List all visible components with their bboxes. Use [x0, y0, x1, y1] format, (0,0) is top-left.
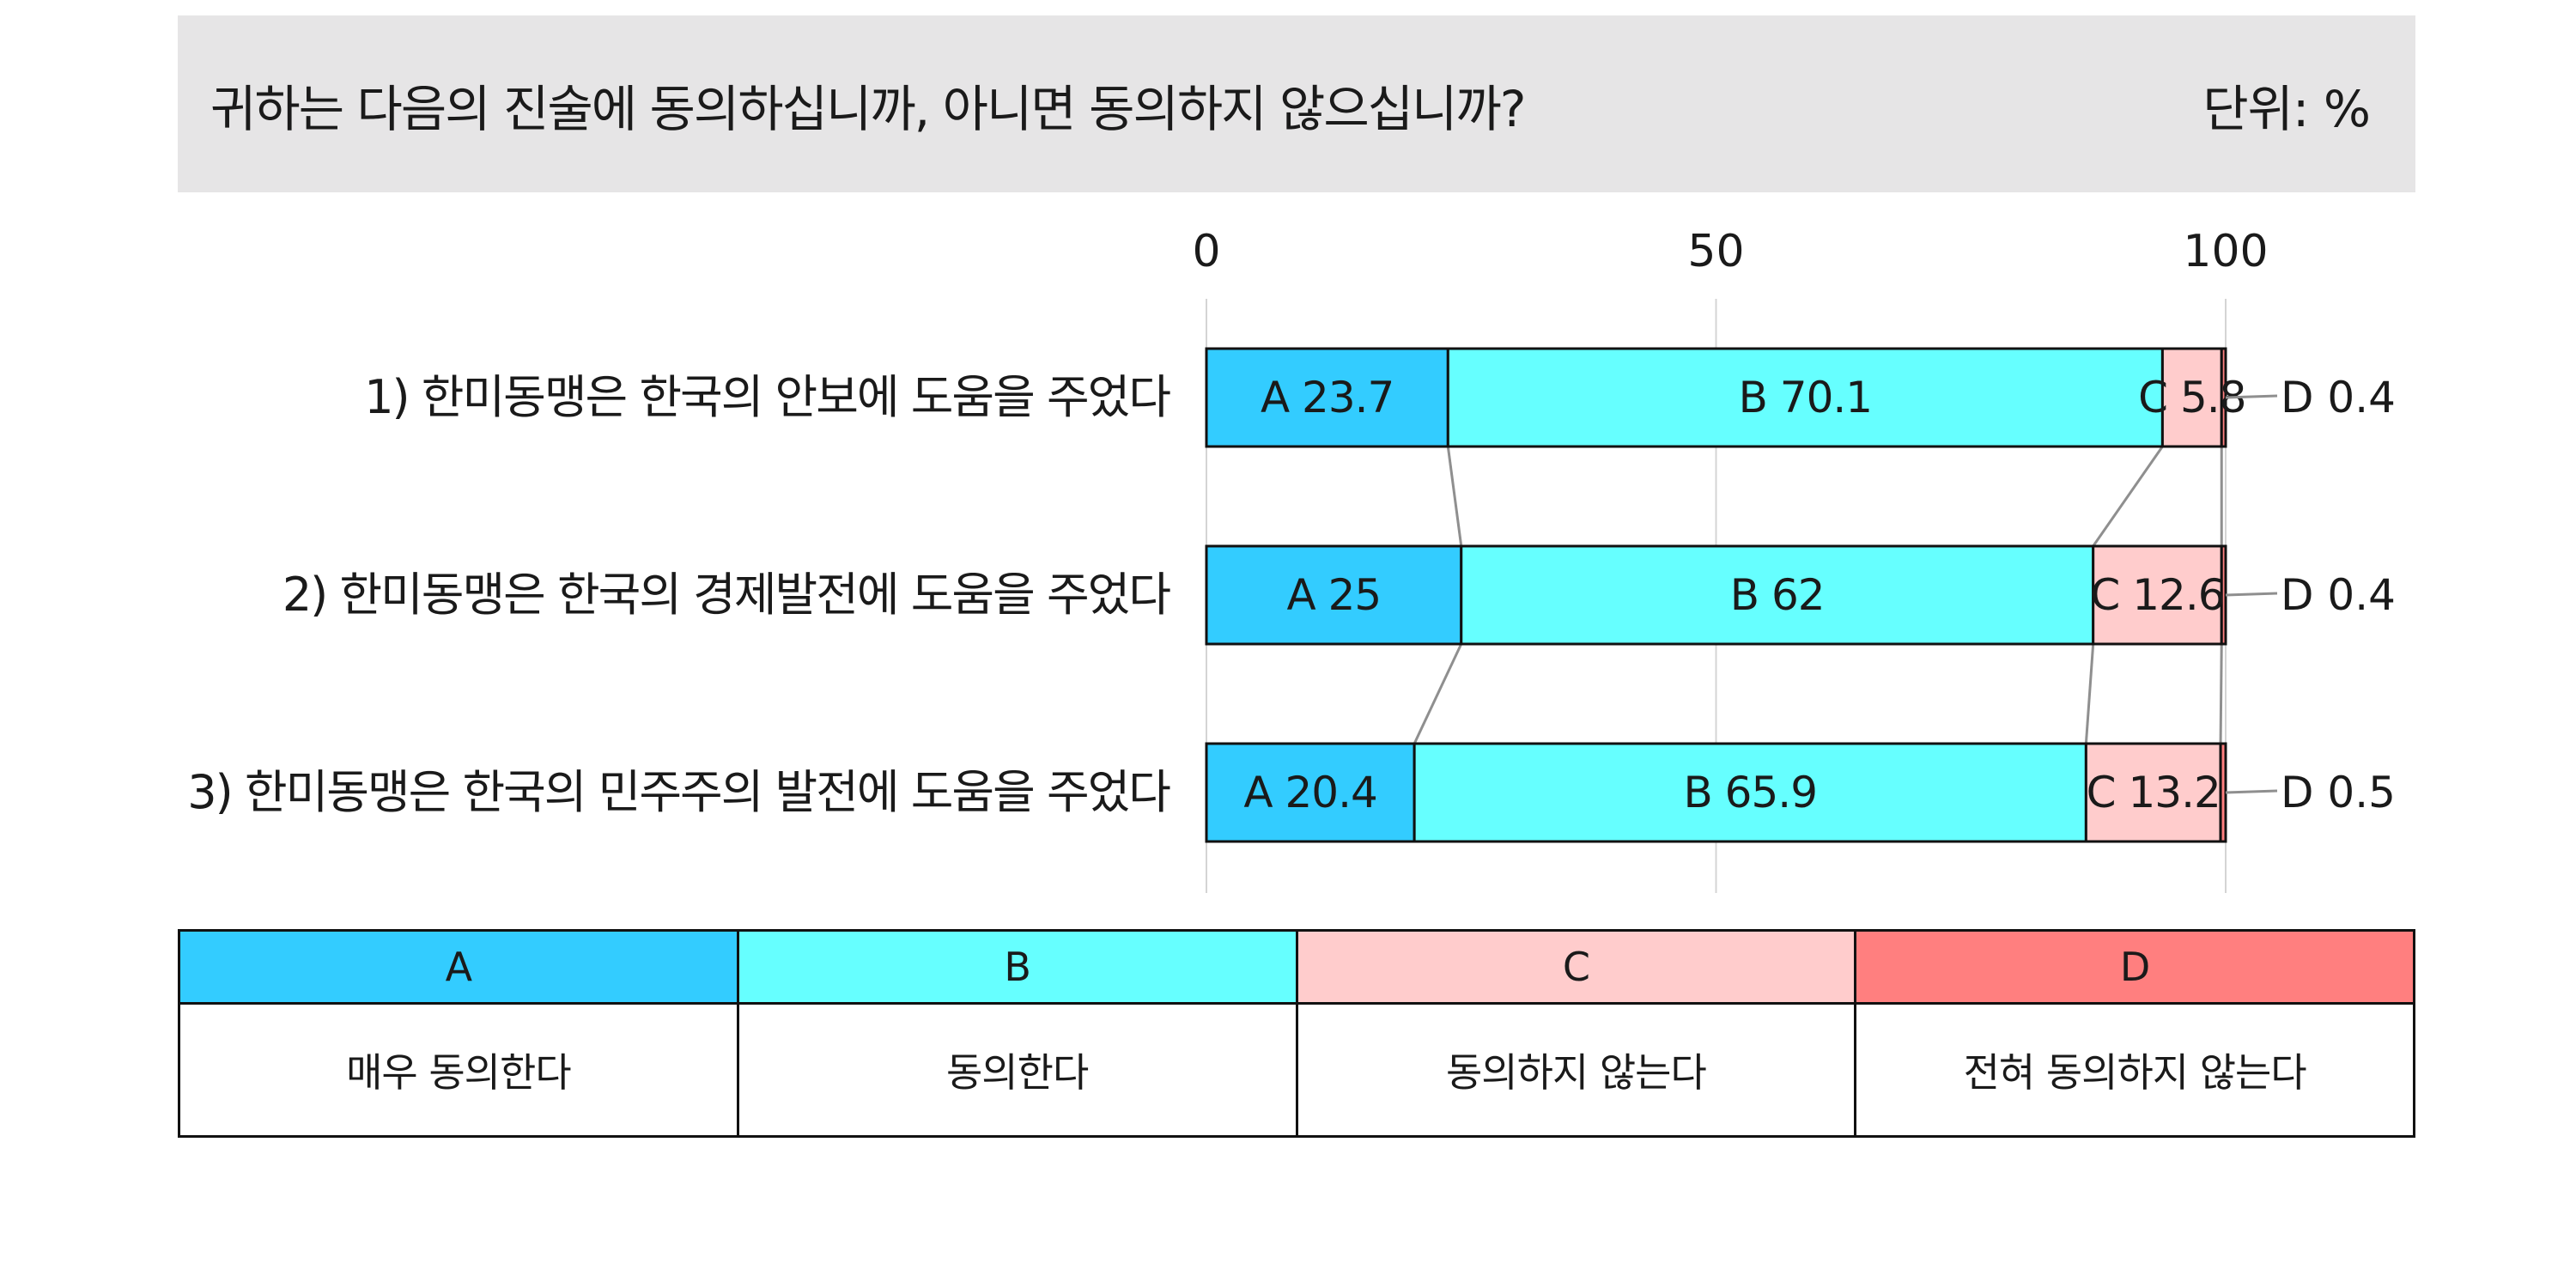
- data-label-b: B 65.9: [1683, 768, 1817, 817]
- bars: [1205, 347, 2227, 843]
- data-label-b: B 62: [1730, 570, 1825, 620]
- legend-label-c: 동의하지 않는다: [1295, 1002, 1857, 1138]
- data-label-d: D 0.4: [2281, 570, 2396, 620]
- connector-lines: [1413, 446, 2223, 744]
- connector-line: [2092, 446, 2164, 547]
- bar-segment-b: [1460, 544, 2095, 646]
- legend-label-row: 매우 동의한다 동의한다 동의하지 않는다 전혀 동의하지 않는다: [178, 1002, 2415, 1138]
- leader-line: [2225, 394, 2278, 399]
- data-label-a: A 23.7: [1261, 373, 1394, 422]
- data-label-a: A 25: [1287, 570, 1382, 620]
- category-label: 1) 한미동맹은 한국의 안보에 도움을 주었다: [364, 370, 1170, 424]
- data-label-c: C 13.2: [2087, 768, 2221, 817]
- legend-code-d: D: [1854, 929, 2415, 1005]
- leader-line: [2225, 592, 2278, 597]
- legend-label-b: 동의한다: [736, 1002, 1298, 1138]
- bar-segment-d: [2219, 742, 2227, 843]
- bar-segment-b: [1446, 347, 2164, 448]
- bar-segment-a: [1205, 544, 1463, 646]
- data-label-b: B 70.1: [1739, 373, 1873, 422]
- data-label-c: C 12.6: [2090, 570, 2224, 620]
- unit-label: 단위: %: [2202, 80, 2371, 138]
- legend-label-a: 매우 동의한다: [178, 1002, 739, 1138]
- connector-line: [1446, 446, 1463, 547]
- data-label-a: A 20.4: [1243, 768, 1376, 817]
- data-labels: A 23.7 B 70.1 C 5.8 D 0.4A 25 B 62 C 12.6 D 0.…: [1243, 373, 2396, 817]
- x-tick-label: 100: [2183, 226, 2268, 277]
- question-text: 귀하는 다음의 진술에 동의하십니까, 아니면 동의하지 않으십니까?: [210, 80, 1527, 138]
- legend-code-row: A B C D: [178, 929, 2415, 1005]
- x-tick-label: 0: [1192, 226, 1220, 277]
- data-label-d: D 0.4: [2281, 373, 2396, 422]
- stacked-bar-chart: 0 50 100 A 23.7 B 70.1 C 5.8 D 0.4A 25 B 62 C 1…: [187, 226, 2396, 893]
- connector-line: [1413, 643, 1463, 744]
- legend-table: A B C D 매우 동의한다 동의한다 동의하지 않는다 전혀 동의하지 않는…: [178, 929, 2415, 1138]
- question-header: [178, 15, 2415, 192]
- bar-segment-b: [1413, 742, 2087, 843]
- x-axis-ticks: 0 50 100: [1192, 226, 2268, 277]
- data-label-d: D 0.5: [2281, 768, 2396, 817]
- x-tick-label: 50: [1687, 226, 1744, 277]
- connector-line: [2084, 643, 2095, 744]
- bar-segment-a: [1205, 742, 1416, 843]
- legend-label-d: 전혀 동의하지 않는다: [1854, 1002, 2415, 1138]
- legend-code-c: C: [1295, 929, 1857, 1005]
- legend-code-a: A: [178, 929, 739, 1005]
- category-label: 2) 한미동맹은 한국의 경제발전에 도움을 주었다: [283, 568, 1170, 622]
- bar-segment-c: [2084, 742, 2222, 843]
- category-labels: 1) 한미동맹은 한국의 안보에 도움을 주었다 2) 한미동맹은 한국의 경제발…: [187, 370, 1172, 819]
- leader-line: [2225, 789, 2278, 794]
- category-label: 3) 한미동맹은 한국의 민주주의 발전에 도움을 주었다: [187, 765, 1170, 819]
- legend-code-b: B: [736, 929, 1298, 1005]
